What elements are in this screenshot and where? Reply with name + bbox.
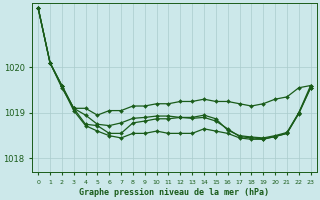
X-axis label: Graphe pression niveau de la mer (hPa): Graphe pression niveau de la mer (hPa): [79, 188, 269, 197]
